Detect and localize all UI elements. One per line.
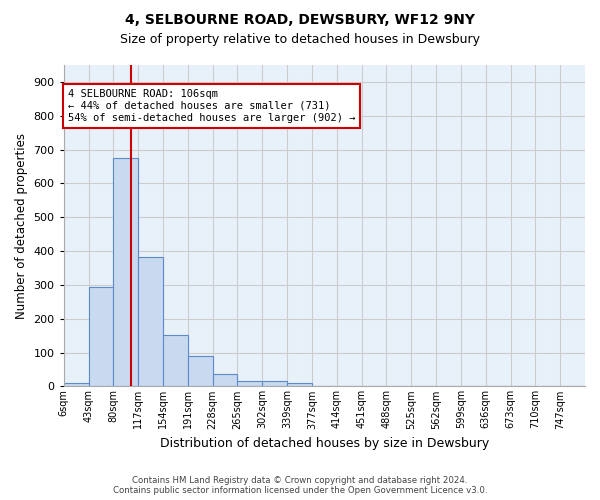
Bar: [138, 257, 163, 386]
Text: Size of property relative to detached houses in Dewsbury: Size of property relative to detached ho…: [120, 32, 480, 46]
Bar: [287, 382, 312, 386]
Text: 4 SELBOURNE ROAD: 106sqm
← 44% of detached houses are smaller (731)
54% of semi-: 4 SELBOURNE ROAD: 106sqm ← 44% of detach…: [68, 90, 355, 122]
Bar: [212, 374, 238, 386]
Y-axis label: Number of detached properties: Number of detached properties: [15, 132, 28, 318]
X-axis label: Distribution of detached houses by size in Dewsbury: Distribution of detached houses by size …: [160, 437, 489, 450]
Text: 4, SELBOURNE ROAD, DEWSBURY, WF12 9NY: 4, SELBOURNE ROAD, DEWSBURY, WF12 9NY: [125, 12, 475, 26]
Bar: [113, 158, 138, 386]
Bar: [238, 382, 262, 386]
Bar: [188, 356, 212, 386]
Bar: [163, 334, 188, 386]
Bar: [262, 382, 287, 386]
Bar: [89, 286, 113, 386]
Bar: [64, 383, 89, 386]
Text: Contains HM Land Registry data © Crown copyright and database right 2024.
Contai: Contains HM Land Registry data © Crown c…: [113, 476, 487, 495]
